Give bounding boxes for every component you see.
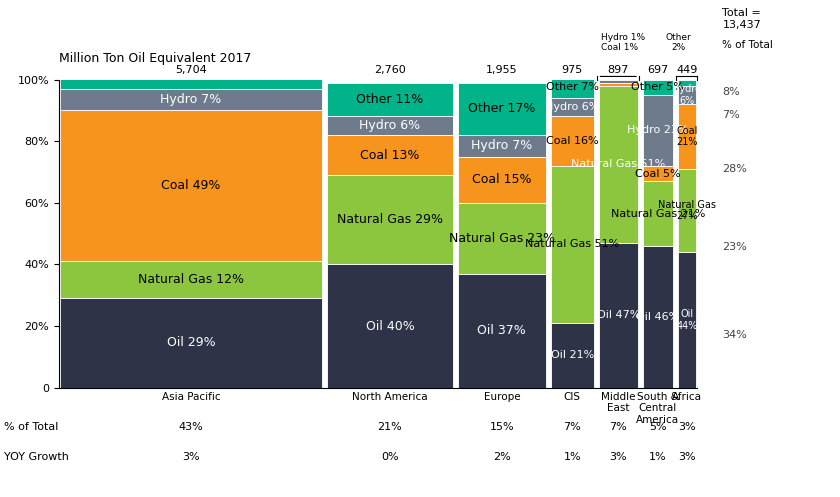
Bar: [551, 98, 594, 116]
Text: Oil 21%: Oil 21%: [551, 350, 594, 360]
Text: Oil 29%: Oil 29%: [167, 336, 215, 349]
Text: 5,704: 5,704: [176, 65, 207, 75]
Bar: [60, 77, 323, 89]
Bar: [599, 243, 638, 388]
Text: 7%: 7%: [722, 110, 740, 120]
Bar: [678, 169, 696, 252]
Text: Other 5%: Other 5%: [632, 82, 684, 92]
Bar: [599, 85, 638, 243]
Bar: [60, 261, 323, 298]
Text: 0%: 0%: [381, 452, 399, 462]
Text: 21%: 21%: [378, 422, 402, 432]
Text: Million Ton Oil Equivalent 2017: Million Ton Oil Equivalent 2017: [59, 52, 251, 65]
Text: 28%: 28%: [722, 164, 748, 174]
Text: 2%: 2%: [493, 452, 511, 462]
Text: Natural Gas 12%: Natural Gas 12%: [138, 273, 244, 286]
Text: Total =
13,437: Total = 13,437: [722, 8, 761, 30]
Text: 1,955: 1,955: [486, 65, 517, 75]
Text: 7%: 7%: [564, 422, 581, 432]
Text: 23%: 23%: [722, 243, 747, 252]
Text: 3%: 3%: [609, 452, 627, 462]
Bar: [458, 203, 546, 274]
Text: 43%: 43%: [179, 422, 203, 432]
Bar: [551, 323, 594, 388]
Text: Other
2%: Other 2%: [665, 33, 691, 52]
Text: 2,760: 2,760: [374, 65, 406, 75]
Text: 897: 897: [607, 65, 629, 75]
Text: Natural Gas 51%: Natural Gas 51%: [571, 159, 665, 169]
Text: % of Total: % of Total: [722, 40, 774, 50]
Text: 3%: 3%: [182, 452, 200, 462]
Text: Hydro 7%: Hydro 7%: [160, 93, 222, 106]
Bar: [678, 252, 696, 388]
Text: 15%: 15%: [490, 422, 514, 432]
Text: 1%: 1%: [648, 452, 666, 462]
Bar: [60, 298, 323, 388]
Text: 7%: 7%: [609, 422, 627, 432]
Bar: [458, 83, 546, 135]
Text: 697: 697: [647, 65, 669, 75]
Text: Natural Gas
27%: Natural Gas 27%: [658, 200, 716, 221]
Text: Hydro
6%: Hydro 6%: [672, 84, 701, 106]
Text: 449: 449: [676, 65, 697, 75]
Text: Oil
44%: Oil 44%: [676, 309, 697, 331]
Bar: [599, 80, 638, 83]
Text: Hydro 7%: Hydro 7%: [471, 139, 533, 152]
Bar: [328, 264, 453, 388]
Text: Natural Gas 51%: Natural Gas 51%: [525, 240, 619, 249]
Bar: [599, 83, 638, 85]
Bar: [60, 110, 323, 261]
Bar: [328, 135, 453, 175]
Text: Coal 49%: Coal 49%: [161, 179, 221, 192]
Bar: [60, 89, 323, 110]
Text: 1%: 1%: [564, 452, 581, 462]
Bar: [643, 95, 673, 166]
Text: Oil 47%: Oil 47%: [596, 310, 640, 320]
Bar: [551, 166, 594, 323]
Text: 5%: 5%: [648, 422, 666, 432]
Text: Coal 13%: Coal 13%: [360, 149, 420, 162]
Text: Natural Gas 29%: Natural Gas 29%: [337, 213, 443, 226]
Text: Oil 37%: Oil 37%: [477, 324, 526, 337]
Text: Hydro 6%: Hydro 6%: [360, 119, 421, 132]
Bar: [328, 83, 453, 116]
Text: Hydro 1%
Coal 1%: Hydro 1% Coal 1%: [601, 33, 646, 52]
Bar: [328, 175, 453, 264]
Bar: [678, 104, 696, 169]
Bar: [458, 157, 546, 203]
Text: Coal 16%: Coal 16%: [546, 136, 599, 146]
Bar: [551, 116, 594, 166]
Text: YOY Growth: YOY Growth: [4, 452, 69, 462]
Text: Coal
21%: Coal 21%: [676, 126, 697, 147]
Text: 975: 975: [562, 65, 583, 75]
Text: Hydro 6%: Hydro 6%: [545, 102, 600, 112]
Bar: [551, 77, 594, 98]
Text: Coal 15%: Coal 15%: [472, 173, 532, 186]
Text: Natural Gas 21%: Natural Gas 21%: [611, 209, 705, 219]
Bar: [678, 80, 696, 85]
Text: 34%: 34%: [722, 331, 747, 340]
Bar: [643, 166, 673, 181]
Bar: [643, 181, 673, 246]
Bar: [328, 116, 453, 135]
Text: Oil 40%: Oil 40%: [365, 320, 414, 332]
Text: 3%: 3%: [678, 452, 696, 462]
Text: Coal 5%: Coal 5%: [635, 168, 680, 178]
Bar: [458, 274, 546, 388]
Text: Other 17%: Other 17%: [468, 102, 536, 115]
Text: Oil 46%: Oil 46%: [636, 312, 680, 322]
Text: 8%: 8%: [722, 87, 740, 97]
Text: % of Total: % of Total: [4, 422, 59, 432]
Text: Other 11%: Other 11%: [356, 93, 423, 106]
Text: Other 7%: Other 7%: [546, 82, 599, 92]
Bar: [643, 246, 673, 388]
Bar: [458, 135, 546, 157]
Bar: [678, 85, 696, 104]
Text: Hydro 23%: Hydro 23%: [627, 125, 689, 135]
Bar: [643, 80, 673, 95]
Text: 3%: 3%: [678, 422, 696, 432]
Text: Natural Gas 23%: Natural Gas 23%: [449, 232, 555, 245]
